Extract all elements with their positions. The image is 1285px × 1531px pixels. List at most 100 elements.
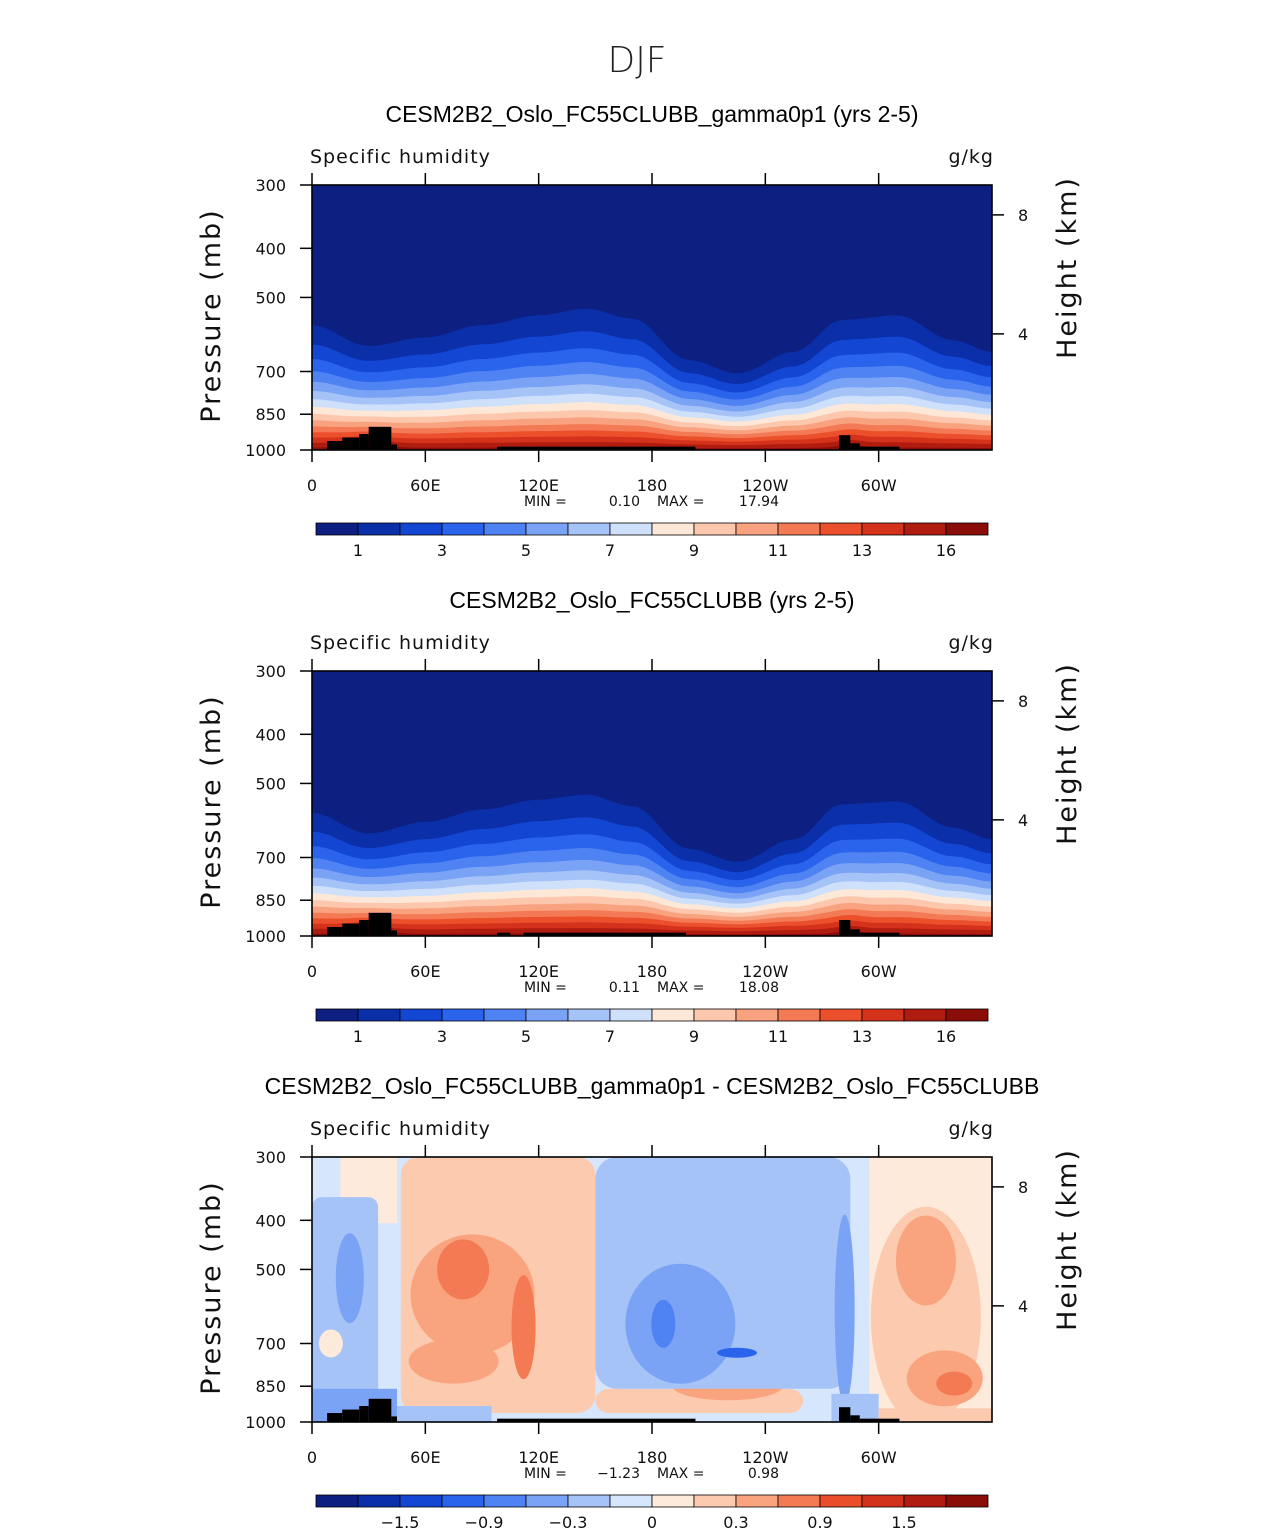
y-tick-label: 850 bbox=[255, 1377, 286, 1396]
y2-axis-label: Height (km) bbox=[1052, 176, 1083, 359]
max-value: 18.08 bbox=[739, 980, 779, 996]
contour-band bbox=[312, 930, 992, 936]
topography bbox=[850, 929, 860, 936]
colorbar-swatch bbox=[441, 1008, 485, 1022]
colorbar-swatch bbox=[609, 1494, 653, 1508]
x-tick-label: 120W bbox=[742, 962, 789, 981]
x-tick-label: 60E bbox=[410, 1448, 440, 1467]
y-tick-label: 300 bbox=[255, 176, 286, 195]
variable-label: Specific humidity bbox=[310, 1118, 491, 1140]
colorbar-label: 3 bbox=[437, 541, 447, 560]
y-tick-label: 500 bbox=[255, 1260, 286, 1279]
topography bbox=[391, 444, 397, 450]
panel-title: CESM2B2_Oslo_FC55CLUBB (yrs 2-5) bbox=[449, 587, 854, 613]
max-value: 0.98 bbox=[748, 1466, 779, 1482]
topography bbox=[859, 932, 900, 936]
colorbar-swatch bbox=[441, 1494, 485, 1508]
panel-1: CESM2B2_Oslo_FC55CLUBB_gamma0p1 (yrs 2-5… bbox=[196, 101, 1083, 510]
colorbar-swatch bbox=[567, 1008, 611, 1022]
y-tick-label: 1000 bbox=[245, 441, 286, 460]
y-tick-label: 1000 bbox=[245, 1413, 286, 1432]
anomaly-region bbox=[895, 1215, 956, 1306]
colorbar-swatch bbox=[735, 1494, 779, 1508]
colorbar-label: −1.5 bbox=[381, 1513, 420, 1531]
contour-field bbox=[312, 1157, 992, 1422]
anomaly-region bbox=[437, 1239, 490, 1300]
topography bbox=[839, 1407, 851, 1422]
colorbar-swatch bbox=[567, 1494, 611, 1508]
colorbar-swatch bbox=[357, 522, 401, 536]
y-tick-label: 850 bbox=[255, 405, 286, 424]
y-tick-label: 300 bbox=[255, 662, 286, 681]
topography bbox=[368, 912, 392, 936]
variable-label: Specific humidity bbox=[310, 146, 491, 168]
contour-field bbox=[312, 185, 992, 450]
colorbar-swatch bbox=[441, 522, 485, 536]
colorbar-swatch bbox=[861, 522, 905, 536]
colorbar-swatch bbox=[735, 1008, 779, 1022]
colorbar-label: 9 bbox=[689, 1027, 699, 1046]
anomaly-region bbox=[936, 1371, 973, 1396]
colorbar-label: 5 bbox=[521, 1027, 531, 1046]
colorbar-label: 3 bbox=[437, 1027, 447, 1046]
max-label: MAX = bbox=[657, 494, 704, 510]
colorbar-label: −0.9 bbox=[465, 1513, 504, 1531]
max-label: MAX = bbox=[657, 1466, 704, 1482]
topography bbox=[850, 443, 860, 450]
colorbar-label: 0.9 bbox=[807, 1513, 832, 1531]
x-tick-label: 60W bbox=[861, 962, 897, 981]
topography bbox=[497, 446, 696, 450]
y2-tick-label: 4 bbox=[1018, 811, 1028, 830]
y2-axis-label: Height (km) bbox=[1052, 1148, 1083, 1331]
y-axis-label: Pressure (mb) bbox=[196, 208, 227, 422]
topography bbox=[342, 1409, 360, 1422]
y-tick-label: 1000 bbox=[245, 927, 286, 946]
colorbar-swatch bbox=[819, 1494, 863, 1508]
y2-tick-label: 8 bbox=[1018, 692, 1028, 711]
y2-tick-label: 8 bbox=[1018, 206, 1028, 225]
colorbar-label: 7 bbox=[605, 1027, 615, 1046]
min-value: 0.10 bbox=[609, 494, 640, 510]
colorbar-swatch bbox=[315, 1008, 359, 1022]
colorbar-swatch bbox=[399, 522, 443, 536]
topography bbox=[359, 920, 369, 936]
x-tick-label: 120W bbox=[742, 476, 789, 495]
colorbar-swatch bbox=[777, 1008, 821, 1022]
units-label: g/kg bbox=[948, 632, 994, 654]
topography bbox=[342, 923, 360, 936]
colorbar-swatch bbox=[483, 1494, 527, 1508]
x-tick-label: 0 bbox=[307, 1448, 317, 1467]
colorbar-swatch bbox=[819, 522, 863, 536]
colorbar-swatch bbox=[945, 522, 989, 536]
y-axis-label: Pressure (mb) bbox=[196, 1180, 227, 1394]
colorbar-swatch bbox=[945, 1494, 989, 1508]
panel-title: CESM2B2_Oslo_FC55CLUBB_gamma0p1 (yrs 2-5… bbox=[385, 101, 918, 127]
colorbar-label: 16 bbox=[936, 541, 956, 560]
min-value: 0.11 bbox=[609, 980, 640, 996]
topography bbox=[839, 435, 851, 450]
min-value: −1.23 bbox=[597, 1466, 640, 1482]
colorbar-swatch bbox=[525, 1008, 569, 1022]
x-tick-label: 60W bbox=[861, 476, 897, 495]
panel-title: CESM2B2_Oslo_FC55CLUBB_gamma0p1 - CESM2B… bbox=[265, 1073, 1040, 1099]
topography bbox=[359, 434, 369, 450]
colorbar-swatch bbox=[357, 1494, 401, 1508]
colorbar-swatch bbox=[651, 1008, 695, 1022]
colorbar-label: 16 bbox=[936, 1027, 956, 1046]
colorbar-swatch bbox=[525, 1494, 569, 1508]
x-tick-label: 0 bbox=[307, 476, 317, 495]
y-tick-label: 500 bbox=[255, 288, 286, 307]
anomaly-region bbox=[511, 1275, 536, 1380]
topography bbox=[391, 930, 397, 936]
topography bbox=[391, 1416, 397, 1422]
colorbar-swatch bbox=[693, 1008, 737, 1022]
y-axis-label: Pressure (mb) bbox=[196, 694, 227, 908]
colorbar-swatch bbox=[693, 1494, 737, 1508]
contour-field bbox=[312, 671, 992, 936]
colorbar-swatch bbox=[525, 522, 569, 536]
colorbar-label: 1 bbox=[353, 1027, 363, 1046]
x-tick-label: 60W bbox=[861, 1448, 897, 1467]
colorbar-swatch bbox=[651, 1494, 695, 1508]
colorbar-label: 9 bbox=[689, 541, 699, 560]
